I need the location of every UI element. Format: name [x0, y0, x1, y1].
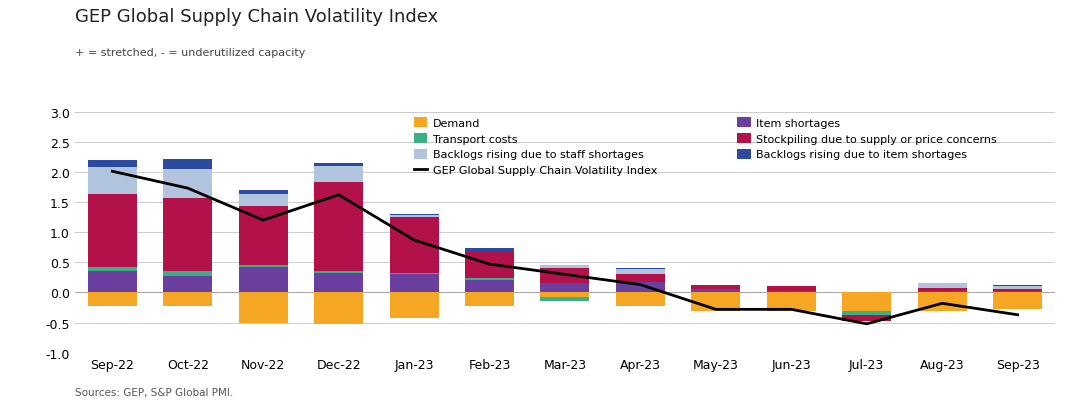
Bar: [994, 293, 1043, 310]
Bar: [389, 215, 438, 216]
Bar: [314, 183, 364, 271]
Bar: [766, 292, 815, 293]
Bar: [994, 290, 1043, 291]
Bar: [918, 293, 967, 311]
Bar: [314, 273, 364, 293]
Bar: [766, 287, 815, 292]
Bar: [389, 216, 438, 217]
Bar: [87, 194, 136, 267]
Bar: [239, 267, 288, 293]
Bar: [540, 297, 589, 301]
Bar: [918, 292, 967, 293]
Bar: [314, 167, 364, 183]
Bar: [842, 315, 891, 321]
Bar: [616, 282, 665, 293]
Bar: [692, 289, 741, 290]
Text: GEP Global Supply Chain Volatility Index: GEP Global Supply Chain Volatility Index: [75, 8, 438, 26]
Bar: [994, 291, 1043, 292]
Bar: [994, 286, 1043, 290]
Bar: [163, 272, 212, 277]
Bar: [766, 286, 815, 287]
Bar: [87, 293, 136, 306]
Bar: [918, 284, 967, 289]
Bar: [389, 293, 438, 318]
Bar: [87, 272, 136, 293]
Bar: [389, 275, 438, 293]
Text: Sources: GEP, S&P Global PMI.: Sources: GEP, S&P Global PMI.: [75, 387, 232, 397]
Bar: [994, 292, 1043, 293]
Bar: [163, 170, 212, 198]
Bar: [616, 274, 665, 282]
Bar: [465, 293, 514, 306]
Bar: [918, 289, 967, 291]
Bar: [163, 293, 212, 306]
Bar: [465, 249, 514, 251]
Bar: [314, 271, 364, 273]
Text: + = stretched, - = underutilized capacity: + = stretched, - = underutilized capacit…: [75, 48, 305, 58]
Bar: [314, 293, 364, 324]
Bar: [540, 284, 589, 293]
Bar: [239, 195, 288, 207]
Bar: [87, 168, 136, 194]
Bar: [540, 269, 589, 284]
Bar: [616, 269, 665, 274]
Bar: [692, 285, 741, 286]
Bar: [239, 293, 288, 323]
Bar: [540, 265, 589, 269]
Bar: [389, 217, 438, 273]
Bar: [465, 251, 514, 252]
Bar: [465, 281, 514, 293]
Bar: [692, 293, 741, 311]
Bar: [842, 293, 891, 311]
Bar: [465, 278, 514, 281]
Bar: [239, 190, 288, 195]
Bar: [239, 265, 288, 267]
Bar: [163, 159, 212, 170]
Bar: [163, 198, 212, 272]
Bar: [766, 293, 815, 311]
Bar: [87, 160, 136, 168]
Bar: [540, 293, 589, 297]
Bar: [692, 286, 741, 289]
Bar: [692, 290, 741, 293]
Bar: [918, 291, 967, 292]
Bar: [239, 207, 288, 266]
Legend: Item shortages, Stockpiling due to supply or price concerns, Backlogs rising due: Item shortages, Stockpiling due to suppl…: [738, 118, 997, 160]
Bar: [87, 267, 136, 272]
Bar: [314, 164, 364, 167]
Bar: [465, 252, 514, 278]
Bar: [842, 311, 891, 315]
Bar: [163, 277, 212, 293]
Bar: [389, 273, 438, 275]
Bar: [616, 293, 665, 306]
Bar: [918, 283, 967, 284]
